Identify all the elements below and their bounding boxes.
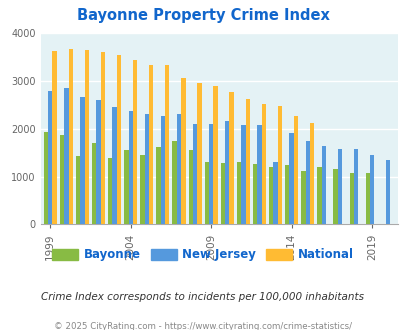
Bar (44, 132, 48, 224)
Text: Bayonne Property Crime Index: Bayonne Property Crime Index (77, 8, 328, 23)
Bar (188, 150, 192, 224)
Bar (289, 133, 293, 224)
Bar (220, 163, 224, 224)
Bar (156, 148, 160, 224)
Bar (84, 50, 89, 224)
Bar (301, 171, 305, 224)
Bar (385, 160, 390, 224)
Bar (60, 135, 64, 224)
Bar (333, 169, 337, 224)
Bar (317, 167, 321, 224)
Bar (108, 158, 112, 224)
Bar (321, 146, 325, 224)
Bar (229, 92, 233, 224)
Bar (257, 125, 261, 224)
Bar (165, 65, 169, 224)
Bar (245, 99, 249, 224)
Bar (140, 155, 144, 224)
Bar (52, 51, 57, 224)
Bar (112, 107, 117, 224)
Bar (68, 49, 72, 224)
Bar (273, 162, 277, 224)
Bar (172, 141, 177, 224)
Bar (209, 124, 213, 224)
Bar (365, 173, 369, 224)
Bar (293, 116, 297, 224)
Bar (100, 52, 105, 224)
Text: Crime Index corresponds to incidents per 100,000 inhabitants: Crime Index corresponds to incidents per… (41, 292, 364, 302)
Bar (128, 112, 132, 224)
Bar (277, 106, 281, 224)
Bar (284, 165, 289, 224)
Bar (149, 65, 153, 224)
Bar (269, 167, 273, 224)
Bar (369, 155, 373, 224)
Bar (261, 104, 265, 224)
Text: © 2025 CityRating.com - https://www.cityrating.com/crime-statistics/: © 2025 CityRating.com - https://www.city… (54, 322, 351, 330)
Bar (144, 114, 149, 224)
Bar (309, 123, 313, 224)
Bar (181, 79, 185, 224)
Bar (337, 149, 341, 224)
Bar (177, 114, 181, 224)
Bar (132, 60, 137, 224)
Bar (353, 149, 357, 224)
Bar (64, 88, 68, 224)
Bar (252, 164, 257, 224)
Bar (224, 121, 229, 224)
Bar (80, 97, 84, 224)
Bar (124, 150, 128, 224)
Bar (349, 173, 353, 224)
Legend: Bayonne, New Jersey, National: Bayonne, New Jersey, National (52, 248, 353, 261)
Bar (117, 55, 121, 224)
Bar (204, 162, 209, 224)
Bar (48, 91, 52, 224)
Bar (213, 86, 217, 224)
Bar (241, 125, 245, 224)
Bar (192, 124, 197, 224)
Bar (76, 156, 80, 224)
Bar (197, 83, 201, 224)
Bar (305, 141, 309, 224)
Bar (236, 162, 241, 224)
Bar (92, 143, 96, 224)
Bar (96, 100, 100, 224)
Bar (160, 116, 165, 224)
